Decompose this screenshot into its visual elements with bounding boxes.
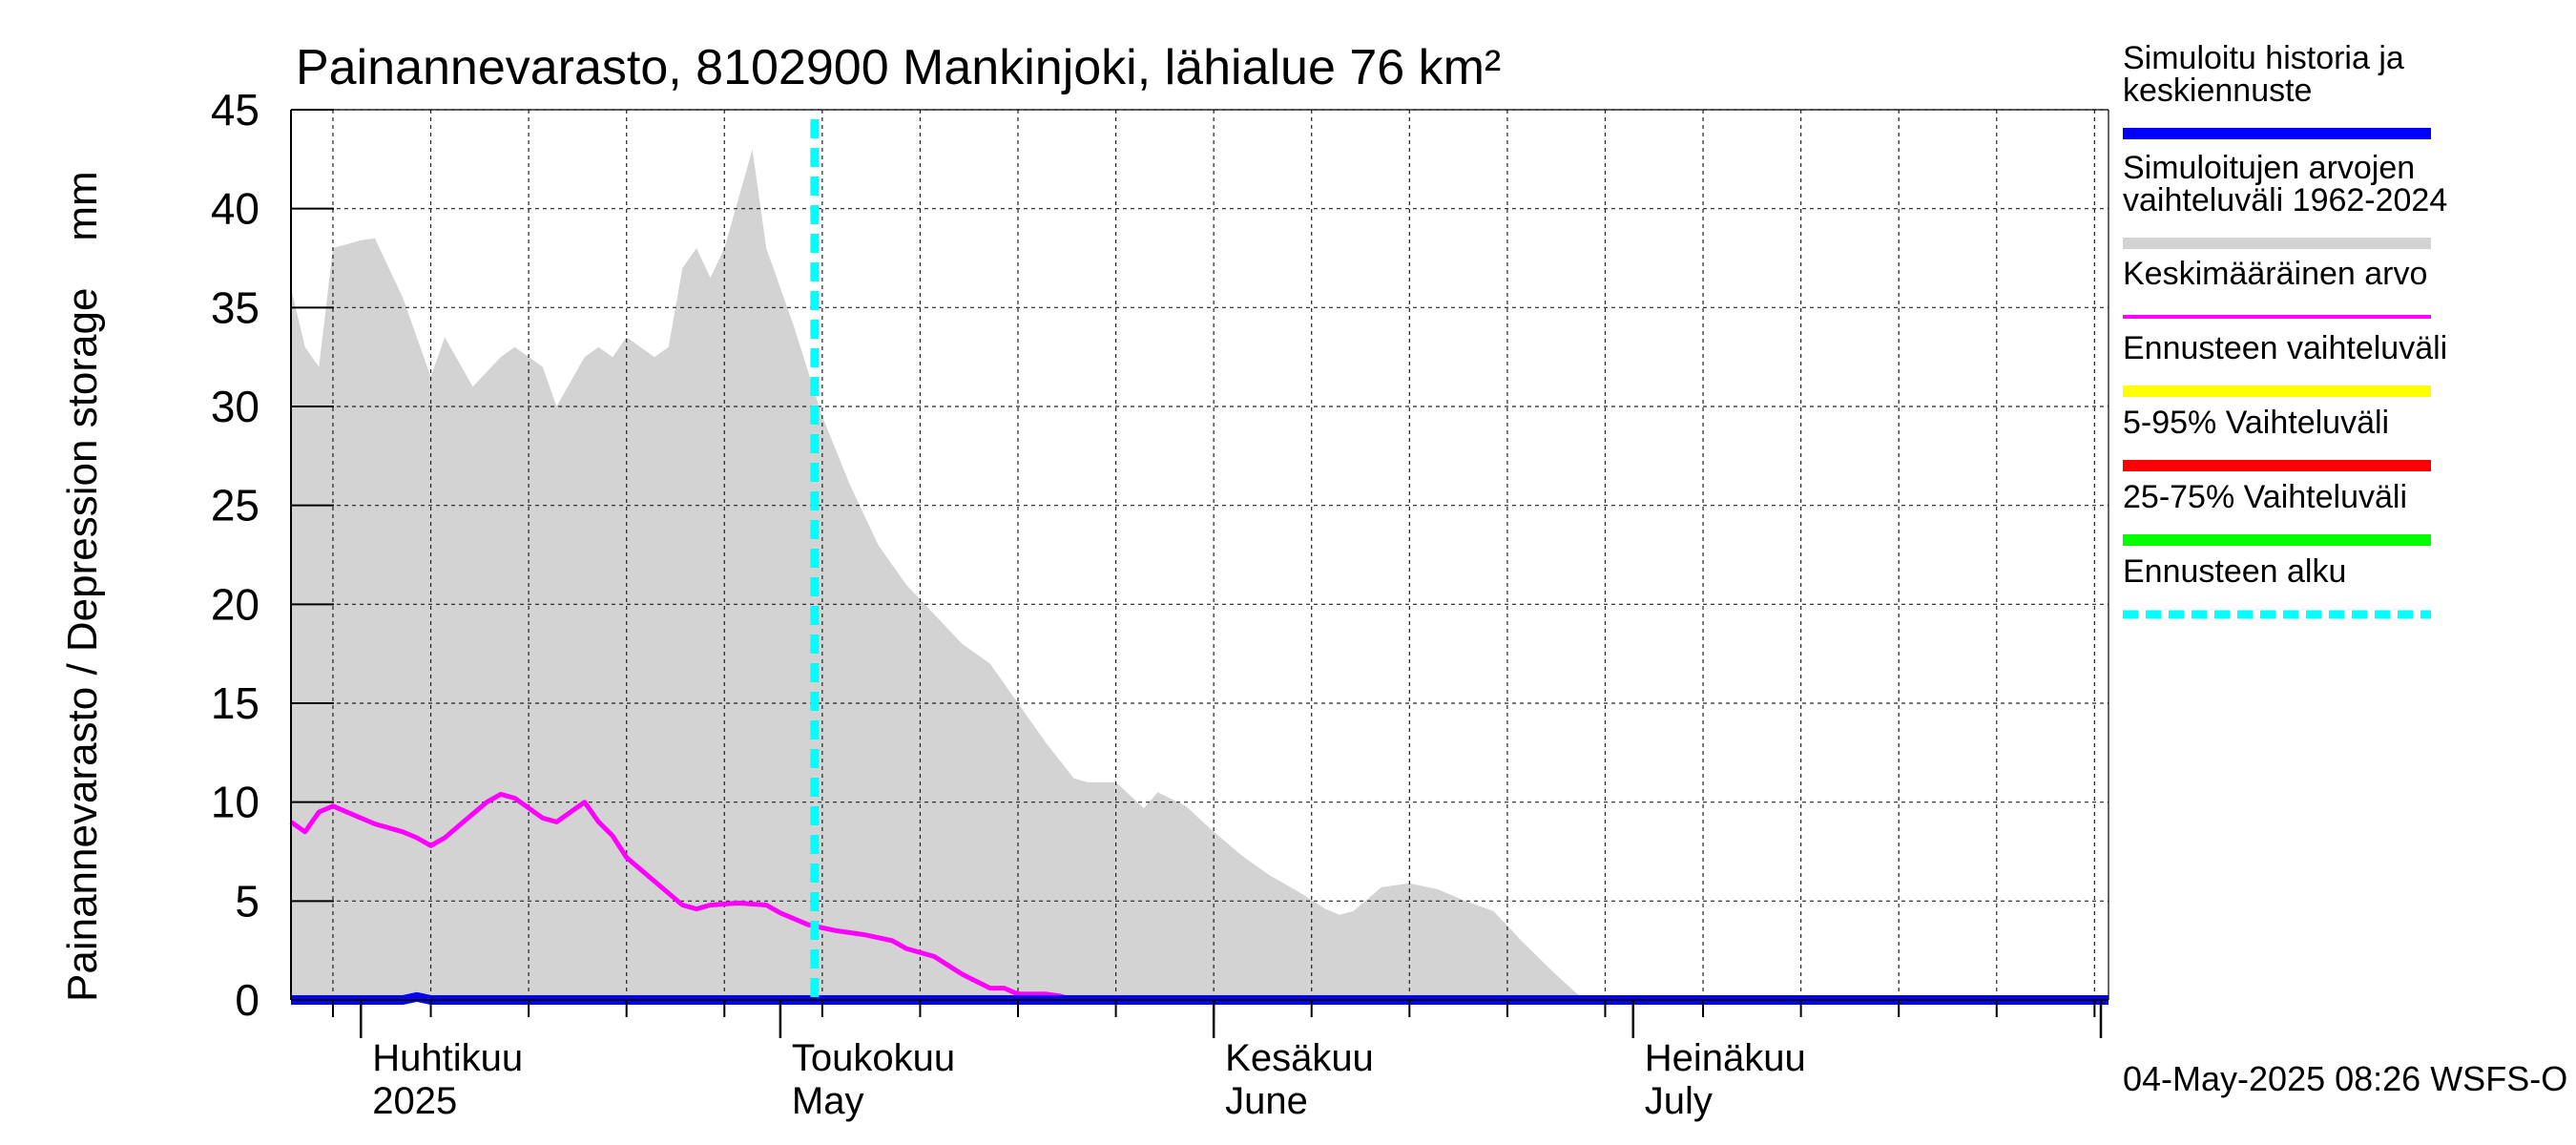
axis-layer bbox=[290, 109, 2109, 1038]
month-label-fi: Kesäkuu bbox=[1225, 1037, 1374, 1079]
y-tick-label: 15 bbox=[211, 678, 260, 728]
legend-label-1: Simuloitujen arvojen vaihteluväli 1962-20… bbox=[2123, 150, 2447, 219]
legend-item-2: Keskimääräinen arvo bbox=[2123, 256, 2431, 319]
month-label-en: 2025 bbox=[372, 1080, 457, 1122]
y-tick-label: 30 bbox=[211, 382, 260, 431]
legend: Simuloitu historia ja keskiennuste Simuloi… bbox=[2123, 40, 2447, 619]
y-tick-label: 20 bbox=[211, 579, 260, 629]
y-tick-label: 45 bbox=[211, 85, 260, 135]
legend-item-4: 5-95% Vaihteluväli bbox=[2123, 405, 2431, 471]
legend-label-2: Keskimääräinen arvo bbox=[2123, 256, 2427, 292]
legend-item-3: Ennusteen vaihteluväli bbox=[2123, 330, 2447, 397]
y-tick-label: 40 bbox=[211, 184, 260, 234]
y-tick-label: 25 bbox=[211, 481, 260, 531]
chart-title: Painannevarasto, 8102900 Mankinjoki, läh… bbox=[296, 40, 1501, 95]
month-label-fi: Heinäkuu bbox=[1645, 1037, 1806, 1079]
legend-item-1: Simuloitujen arvojen vaihteluväli 1962-20… bbox=[2123, 150, 2447, 249]
y-tick-label: 0 bbox=[235, 975, 260, 1025]
series-band-0 bbox=[291, 149, 2109, 1000]
month-label-en: July bbox=[1645, 1080, 1713, 1122]
legend-label-5: 25-75% Vaihteluväli bbox=[2123, 479, 2407, 515]
legend-item-6: Ennusteen alku bbox=[2123, 553, 2431, 619]
legend-label-4: 5-95% Vaihteluväli bbox=[2123, 405, 2389, 441]
legend-label-6: Ennusteen alku bbox=[2123, 553, 2346, 590]
month-label-en: June bbox=[1225, 1080, 1308, 1122]
range-band-layer bbox=[291, 149, 2109, 1000]
y-axis-label: Painannevarasto / Depression storage mm bbox=[59, 171, 106, 1002]
month-label-en: May bbox=[792, 1080, 864, 1122]
plot-area bbox=[289, 109, 2109, 1038]
y-tick-label: 10 bbox=[211, 778, 260, 827]
month-label-fi: Huhtikuu bbox=[372, 1037, 523, 1079]
legend-label-0: Simuloitu historia ja keskiennuste bbox=[2123, 40, 2404, 109]
legend-item-5: 25-75% Vaihteluväli bbox=[2123, 479, 2431, 546]
legend-label-3: Ennusteen vaihteluväli bbox=[2123, 330, 2447, 366]
series-line-1 bbox=[289, 791, 2109, 1003]
y-tick-label: 5 bbox=[235, 876, 260, 926]
footer-timestamp: 04-May-2025 08:26 WSFS-O bbox=[2123, 1059, 2567, 1098]
grid-layer bbox=[291, 109, 2109, 1000]
y-tick-labels: 0 5 10 15 20 25 30 35 40 45 bbox=[211, 85, 260, 1025]
month-label-fi: Toukokuu bbox=[792, 1037, 955, 1079]
y-tick-label: 35 bbox=[211, 282, 260, 332]
legend-item-0: Simuloitu historia ja keskiennuste bbox=[2123, 40, 2431, 139]
